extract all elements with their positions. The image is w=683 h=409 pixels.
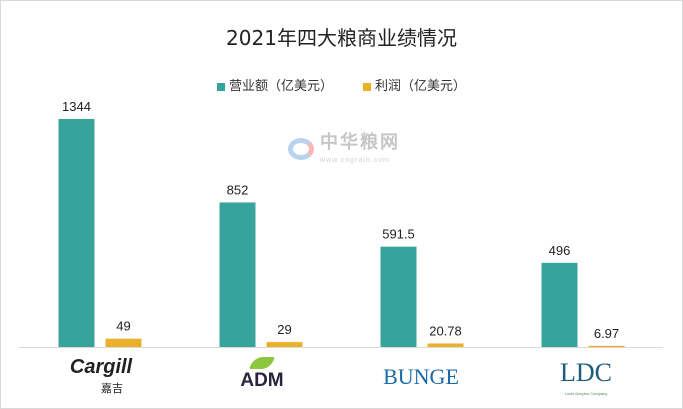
watermark-url: www.cngrain.com xyxy=(320,157,390,164)
bar-profit-2[interactable] xyxy=(427,343,464,347)
cargill-logo-cn: 嘉吉 xyxy=(101,382,123,395)
watermark-logo: 中华粮网 www.cngrain.com xyxy=(288,131,400,166)
legend-label-profit: 利润（亿美元） xyxy=(375,79,467,94)
cargill-logo-text: Cargill xyxy=(69,356,133,378)
legend-item-profit[interactable]: 利润（亿美元） xyxy=(363,78,466,95)
bar-revenue-2[interactable] xyxy=(380,246,417,347)
legend-label-revenue: 营业额（亿美元） xyxy=(228,79,333,94)
legend: 营业额（亿美元） 利润（亿美元） xyxy=(1,78,682,95)
data-label-profit-3: 6.97 xyxy=(594,326,619,341)
data-label-revenue-3: 496 xyxy=(549,243,571,258)
data-label-revenue-1: 852 xyxy=(227,182,249,197)
bar-profit-1[interactable] xyxy=(266,342,303,347)
legend-swatch-revenue xyxy=(216,82,225,91)
bunge-logo-text: BUNGE xyxy=(383,364,459,389)
bunge-logo: BUNGE xyxy=(366,363,476,391)
adm-logo: ADM xyxy=(222,357,302,393)
ldc-logo: LDC Louis Dreyfus Company xyxy=(541,357,631,397)
data-label-revenue-0: 1344 xyxy=(62,99,91,114)
adm-leaf-icon xyxy=(249,357,275,369)
bar-revenue-1[interactable] xyxy=(219,202,256,347)
data-label-profit-0: 49 xyxy=(116,319,130,334)
chart-title: 2021年四大粮商业绩情况 xyxy=(226,26,457,50)
watermark-name: 中华粮网 xyxy=(320,132,400,153)
ldc-logo-text: LDC xyxy=(560,358,612,387)
bar-revenue-0[interactable] xyxy=(58,119,95,347)
data-label-profit-2: 20.78 xyxy=(429,323,462,338)
cargill-logo: Cargill 嘉吉 xyxy=(61,355,141,396)
legend-swatch-profit xyxy=(363,82,371,91)
data-label-profit-1: 29 xyxy=(277,322,291,337)
bar-profit-0[interactable] xyxy=(105,338,142,347)
watermark-icon xyxy=(288,137,314,160)
ldc-logo-sub: Louis Dreyfus Company xyxy=(564,391,608,396)
bar-profit-3[interactable] xyxy=(588,345,625,347)
bar-revenue-3[interactable] xyxy=(541,262,578,347)
adm-logo-text: ADM xyxy=(240,370,284,391)
legend-item-revenue[interactable]: 营业额（亿美元） xyxy=(216,78,333,95)
data-label-revenue-2: 591.5 xyxy=(382,227,415,242)
